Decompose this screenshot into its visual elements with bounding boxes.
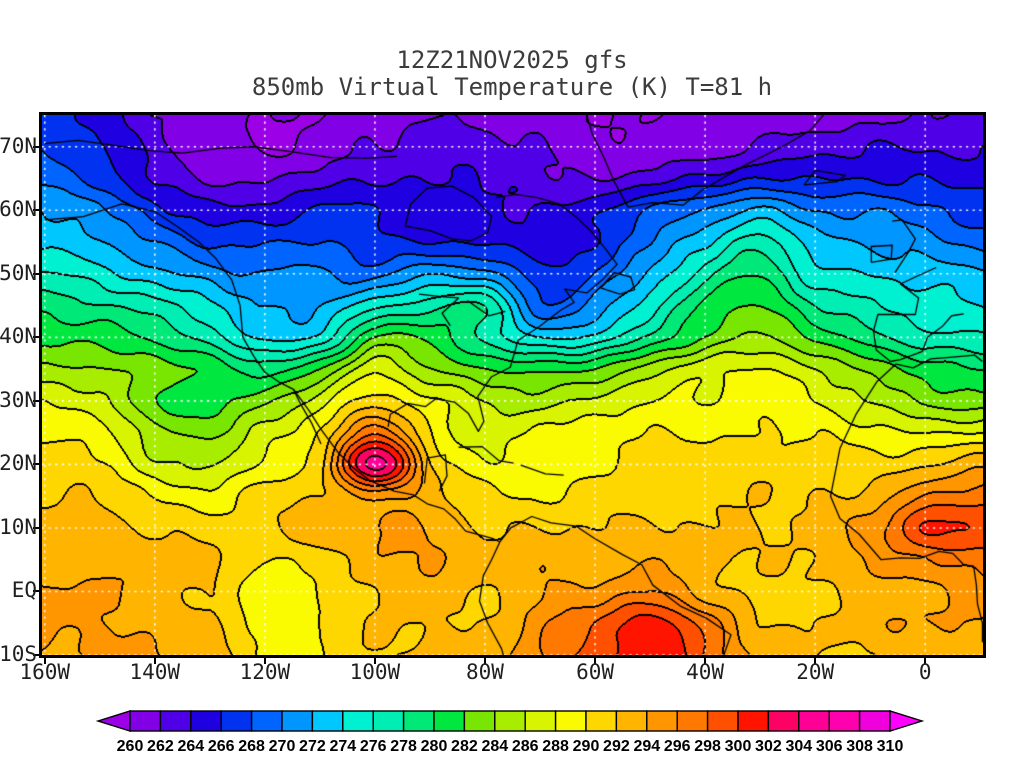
y-axis-tick-label: 60N [0, 197, 37, 222]
y-axis-tick-label: 10N [0, 514, 37, 539]
colorbar-tick-label: 264 [177, 738, 204, 755]
y-axis-tick [33, 399, 42, 402]
colorbar-tick-label: 268 [238, 738, 265, 755]
colorbar-segment [524, 710, 557, 732]
colorbar-tick-label: 286 [512, 738, 539, 755]
colorbar-tick-label: 308 [846, 738, 873, 755]
x-axis-tick-label: 120W [239, 660, 291, 684]
colorbar-segment [129, 710, 162, 732]
colorbar-segment [798, 710, 830, 732]
y-axis-tick-label: 30N [0, 387, 37, 412]
x-axis-tick-label: 20W [796, 660, 835, 684]
y-axis-tick-label: 40N [0, 324, 37, 349]
x-axis-tick-label: 0 [918, 660, 932, 684]
x-axis-tick-label: 100W [349, 660, 401, 684]
colorbar-segment [250, 710, 283, 732]
y-axis-tick-label: 20N [0, 451, 37, 476]
y-axis-tick-label: 70N [0, 133, 37, 158]
colorbar-tick-label: 298 [694, 738, 721, 755]
colorbar-segment [433, 710, 466, 732]
colorbar-segment [220, 710, 253, 732]
colorbar-tick-label: 266 [208, 738, 235, 755]
colorbar-arrow-left [95, 710, 131, 732]
colorbar-segment [494, 710, 526, 732]
colorbar-segment [372, 710, 405, 732]
colorbar-tick-label: 260 [117, 738, 144, 755]
y-axis-tick [33, 463, 42, 466]
x-axis-tick-label: 80W [466, 660, 504, 684]
colorbar-segment [402, 710, 435, 732]
x-axis-tick-label: 60W [576, 660, 614, 684]
y-axis-tick-label: 10S [0, 642, 37, 666]
colorbar-tick-label: 292 [603, 738, 630, 755]
x-axis-tick-label: 140W [129, 660, 181, 684]
x-axis-tick [924, 655, 927, 664]
x-axis-tick [594, 655, 597, 664]
y-axis-tick [33, 145, 42, 148]
colorbar-segment [828, 710, 861, 732]
colorbar-segment [342, 710, 374, 732]
x-axis-tick [704, 655, 707, 664]
colorbar-segment [311, 710, 344, 732]
y-axis-tick [33, 526, 42, 529]
colorbar-segment [463, 710, 496, 732]
x-axis-tick [153, 655, 156, 664]
x-axis-tick [43, 655, 46, 664]
colorbar-segment [585, 710, 618, 732]
y-axis-tick [33, 272, 42, 275]
colorbar-tick-label: 294 [633, 738, 660, 755]
y-axis-tick-label: EQ [11, 578, 37, 603]
colorbar-tick-label: 300 [725, 738, 752, 755]
colorbar-segment [190, 710, 222, 732]
y-axis-tick [33, 336, 42, 339]
colorbar-segment [767, 710, 800, 732]
colorbar-segment [737, 710, 770, 732]
colorbar-tick-label: 284 [481, 738, 508, 755]
colorbar-segment [858, 710, 891, 732]
colorbar-segment [676, 710, 709, 732]
colorbar-tick-label: 296 [664, 738, 691, 755]
colorbar-segment [615, 710, 648, 732]
colorbar-tick-label: 304 [785, 738, 812, 755]
plot-title-datetime: 12Z21NOV2025 gfs [396, 46, 628, 74]
colorbar-tick-label: 276 [360, 738, 387, 755]
colorbar-tick-label: 290 [573, 738, 600, 755]
colorbar-segment [554, 710, 587, 732]
colorbar-tick-label: 310 [877, 738, 904, 755]
colorbar-tick-label: 302 [755, 738, 782, 755]
colorbar-segment [706, 710, 739, 732]
colorbar-tick-label: 270 [269, 738, 296, 755]
y-axis-tick [33, 654, 42, 656]
colorbar-tick-label: 262 [147, 738, 174, 755]
temperature-contour-map-canvas [42, 115, 983, 655]
x-axis-tick [814, 655, 817, 664]
colorbar-segment [646, 710, 678, 732]
y-axis-tick [33, 590, 42, 593]
colorbar-segment [281, 710, 314, 732]
x-axis-tick-label: 160W [19, 660, 71, 684]
colorbar-tick-label: 272 [299, 738, 326, 755]
colorbar-tick-label: 288 [542, 738, 569, 755]
x-axis-tick-label: 40W [686, 660, 725, 684]
colorbar-tick-label: 280 [421, 738, 448, 755]
colorbar-segment [159, 710, 192, 732]
colorbar-tick-label: 278 [390, 738, 417, 755]
colorbar-tick-label: 274 [329, 738, 356, 755]
x-axis-tick [373, 655, 376, 664]
x-axis-tick [263, 655, 266, 664]
colorbar-tick-label: 306 [816, 738, 843, 755]
y-axis-tick [33, 209, 42, 212]
colorbar-tick-label: 282 [451, 738, 478, 755]
colorbar: 260 262 264 266 268 270 272 274 276 278 280 282 284 2… [95, 710, 925, 755]
colorbar-arrow-right [889, 710, 925, 732]
x-axis-tick [483, 655, 486, 664]
y-axis-tick-label: 50N [0, 260, 37, 285]
plot-title-variable: 850mb Virtual Temperature (K) T=81 h [251, 73, 773, 101]
